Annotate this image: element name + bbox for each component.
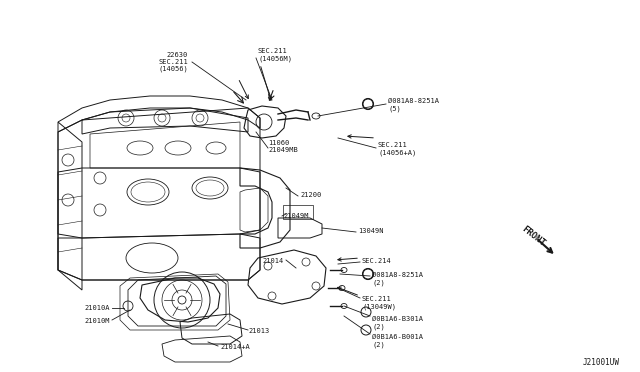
- Text: 21049M: 21049M: [283, 213, 308, 219]
- Text: FRONT: FRONT: [520, 224, 547, 248]
- Text: Ø0B1A6-B001A
(2): Ø0B1A6-B001A (2): [372, 334, 423, 347]
- Text: Ø0B1A6-B301A
(2): Ø0B1A6-B301A (2): [372, 316, 423, 330]
- Text: 21200: 21200: [300, 192, 321, 198]
- Text: 21014: 21014: [263, 258, 284, 264]
- Text: SEC.211
(14056M): SEC.211 (14056M): [258, 48, 292, 61]
- Text: 11060
21049MB: 11060 21049MB: [268, 140, 298, 153]
- Text: 21014+A: 21014+A: [220, 344, 250, 350]
- Text: 13049N: 13049N: [358, 228, 383, 234]
- Text: 21010A: 21010A: [84, 305, 110, 311]
- Text: 21013: 21013: [248, 328, 269, 334]
- Text: SEC.211
(13049W): SEC.211 (13049W): [362, 296, 396, 310]
- Text: SEC.211
(14056+A): SEC.211 (14056+A): [378, 142, 416, 155]
- Text: J21001UW: J21001UW: [583, 358, 620, 367]
- Text: Ø081A8-8251A
(2): Ø081A8-8251A (2): [372, 272, 423, 285]
- Text: 21010M: 21010M: [84, 318, 110, 324]
- Text: SEC.214: SEC.214: [362, 258, 392, 264]
- Text: Ø081A8-8251A
(5): Ø081A8-8251A (5): [388, 98, 439, 112]
- Text: 22630
SEC.211
(14056): 22630 SEC.211 (14056): [158, 52, 188, 73]
